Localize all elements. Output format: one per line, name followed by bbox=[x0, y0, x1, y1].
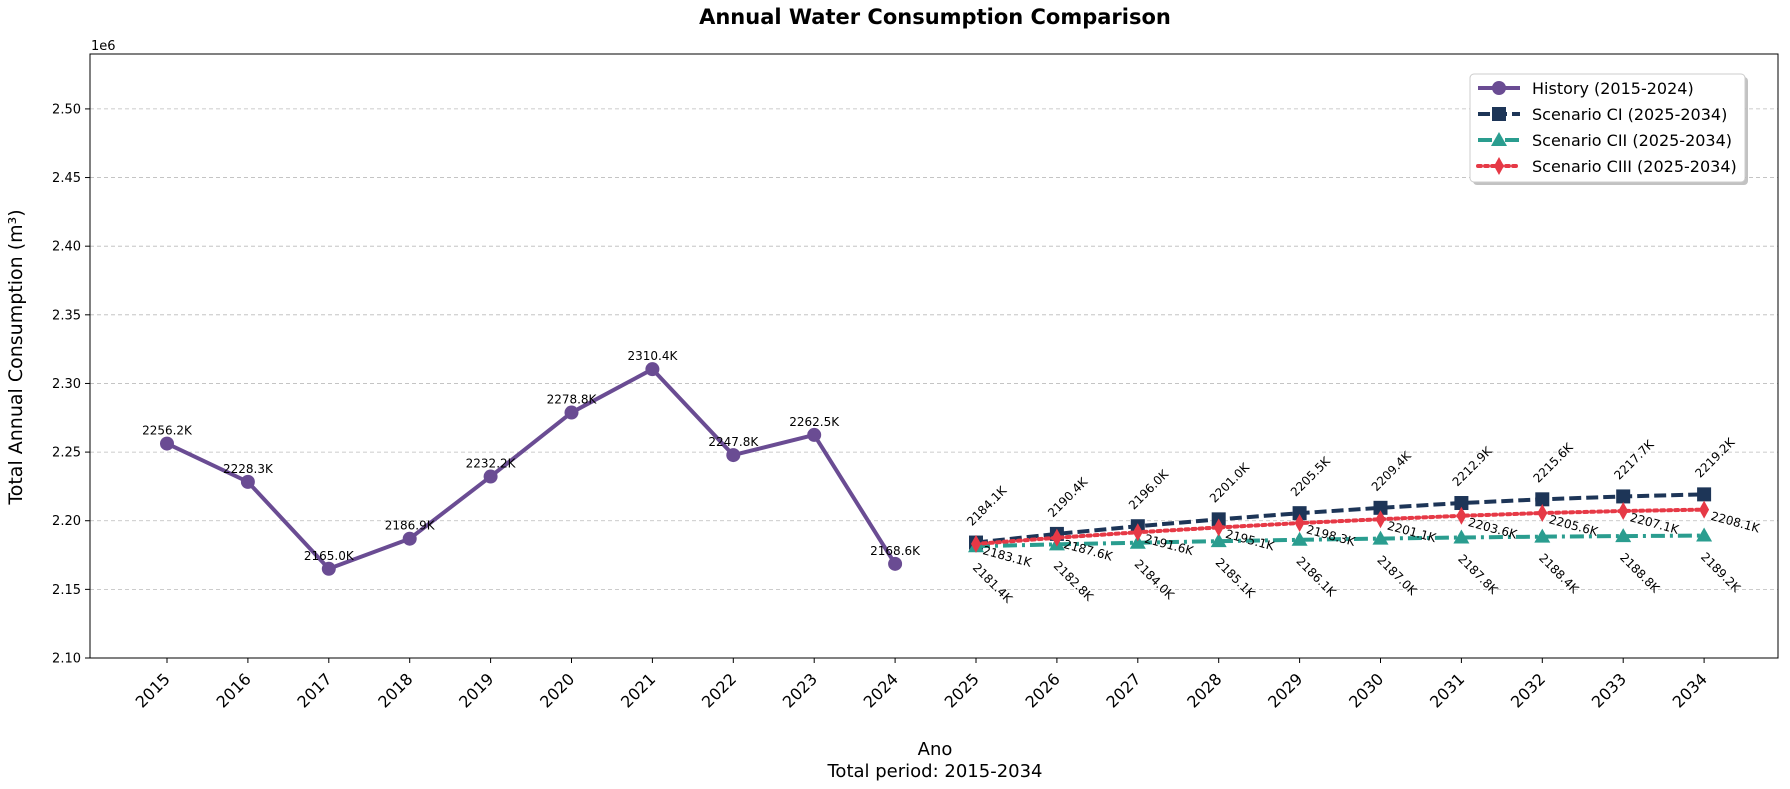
marker-circle bbox=[645, 362, 660, 377]
y-tick-label: 2.20 bbox=[52, 514, 81, 529]
marker-diamond bbox=[1537, 504, 1548, 523]
data-label: 2165.0K bbox=[304, 549, 355, 563]
marker-circle bbox=[240, 474, 255, 489]
legend-label: History (2015-2024) bbox=[1532, 79, 1694, 98]
x-axis-sublabel: Total period: 2015-2034 bbox=[827, 761, 1043, 782]
marker-diamond bbox=[1375, 510, 1386, 529]
marker-square bbox=[1535, 492, 1550, 507]
y-axis-label: Total Annual Consumption (m³) bbox=[5, 209, 27, 505]
plot-frame bbox=[89, 53, 1779, 659]
marker-triangle bbox=[1534, 528, 1551, 543]
marker-diamond bbox=[1051, 528, 1062, 547]
marker-circle bbox=[160, 436, 174, 451]
marker-triangle bbox=[1210, 533, 1227, 548]
data-label: 2278.8K bbox=[547, 393, 598, 407]
y-tick-label: 2.45 bbox=[52, 171, 81, 186]
chart-title: Annual Water Consumption Comparison bbox=[699, 5, 1171, 29]
marker-triangle bbox=[1696, 527, 1713, 542]
data-label: 2228.3K bbox=[223, 462, 274, 476]
marker-diamond bbox=[1699, 500, 1710, 519]
marker-square bbox=[1616, 489, 1631, 504]
marker-square bbox=[1292, 506, 1307, 521]
marker-triangle bbox=[1615, 528, 1632, 543]
x-axis-label: Ano bbox=[918, 739, 953, 760]
y-tick-label: 2.35 bbox=[52, 308, 81, 323]
y-tick-label: 2.10 bbox=[52, 652, 81, 667]
marker-circle bbox=[402, 531, 417, 546]
legend-label: Scenario CI (2025-2034) bbox=[1532, 105, 1727, 124]
marker-diamond bbox=[1456, 506, 1467, 525]
marker-triangle bbox=[1129, 534, 1146, 549]
data-label: 2168.6K bbox=[870, 544, 921, 558]
marker-diamond bbox=[971, 534, 981, 553]
series-line bbox=[975, 533, 1705, 549]
marker-triangle bbox=[1453, 529, 1470, 544]
marker-diamond bbox=[1213, 518, 1224, 537]
marker-triangle bbox=[1491, 132, 1507, 146]
marker-circle bbox=[321, 561, 336, 576]
data-label: 2256.2K bbox=[142, 424, 193, 438]
data-label: 2232.2K bbox=[466, 457, 517, 471]
series-line bbox=[974, 507, 1707, 546]
marker-square bbox=[1492, 107, 1506, 121]
data-label: 2262.5K bbox=[789, 415, 840, 429]
legend-box bbox=[1469, 73, 1746, 183]
marker-diamond bbox=[1132, 523, 1143, 542]
marker-circle bbox=[726, 448, 741, 463]
data-label: 2310.4K bbox=[627, 349, 678, 363]
marker-square bbox=[1697, 487, 1712, 502]
series-line bbox=[975, 492, 1705, 545]
y-tick-label: 2.40 bbox=[52, 240, 81, 255]
marker-square bbox=[1454, 496, 1469, 511]
y-tick-label: 2.50 bbox=[52, 102, 81, 117]
grid-layer bbox=[90, 108, 1778, 590]
marker-diamond bbox=[1294, 514, 1305, 533]
marker-triangle bbox=[1291, 531, 1308, 546]
data-label: 2247.8K bbox=[708, 435, 759, 449]
marker-circle bbox=[807, 427, 822, 442]
y-tick-label: 2.25 bbox=[52, 446, 81, 461]
legend: History (2015-2024) Scenario CI (2025-203… bbox=[1469, 73, 1748, 185]
marker-diamond bbox=[1494, 157, 1504, 175]
marker-circle bbox=[483, 469, 498, 484]
marker-diamond bbox=[1618, 501, 1629, 520]
y-tick-label: 2.30 bbox=[52, 377, 81, 392]
series-line bbox=[166, 367, 897, 571]
marker-square bbox=[1373, 500, 1388, 515]
marker-circle bbox=[564, 405, 579, 420]
marker-triangle bbox=[1372, 530, 1389, 545]
y-tick-label: 2.15 bbox=[52, 583, 81, 598]
series-layer bbox=[160, 362, 1713, 576]
y-scale-label: 1e6 bbox=[91, 39, 116, 54]
legend-label: Scenario CIII (2025-2034) bbox=[1532, 157, 1737, 176]
marker-circle bbox=[888, 556, 903, 571]
marker-circle bbox=[1492, 81, 1506, 95]
legend-label: Scenario CII (2025-2034) bbox=[1532, 131, 1732, 150]
data-label: 2186.9K bbox=[385, 519, 436, 533]
